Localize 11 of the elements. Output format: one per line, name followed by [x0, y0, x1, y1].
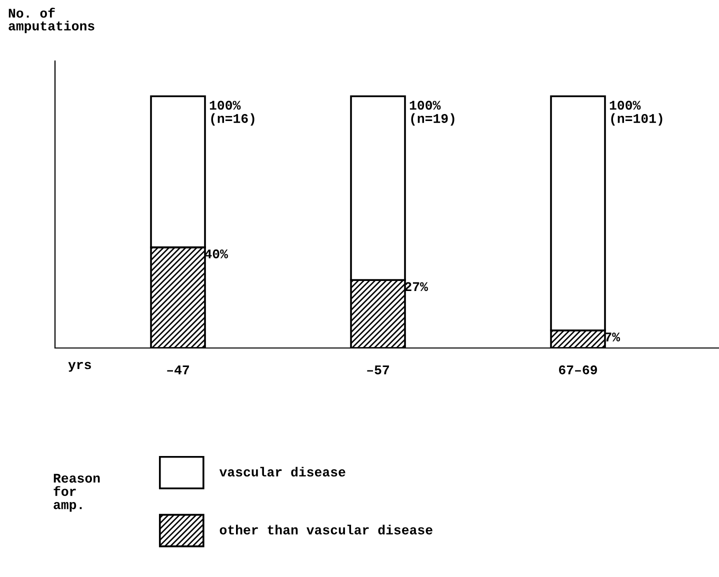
- x-tick-label: 67–69: [559, 365, 597, 374]
- y-axis-title: No. of amputations: [8, 8, 94, 34]
- total-label: 100% (n=101): [610, 100, 662, 126]
- total-label: 100% (n=19): [410, 100, 454, 126]
- legend-label: other than vascular disease: [220, 524, 432, 534]
- legend-title: Reason for amp.: [54, 474, 100, 512]
- x-tick-label: –47: [167, 366, 189, 374]
- legend-label: vascular disease: [219, 466, 346, 477]
- x-tick-label: –57: [367, 366, 389, 374]
- total-label: 100% (n=16): [210, 100, 254, 126]
- x-axis-title: yrs: [68, 362, 91, 372]
